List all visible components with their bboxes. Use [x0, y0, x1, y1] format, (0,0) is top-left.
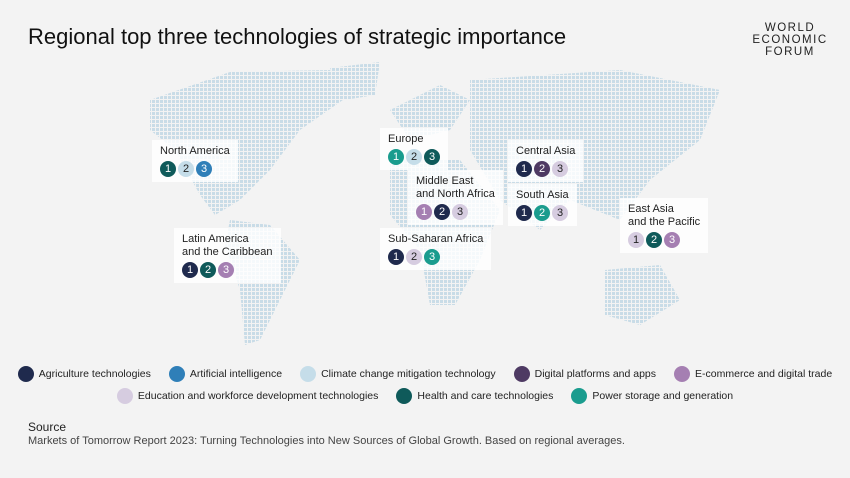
rank-badge: 1 [516, 205, 532, 221]
source-text: Markets of Tomorrow Report 2023: Turning… [28, 435, 625, 447]
rank-badge: 2 [178, 161, 194, 177]
title: Regional top three technologies of strat… [28, 24, 567, 49]
legend-label: Artificial intelligence [189, 368, 283, 380]
region-label: Middle East [416, 175, 474, 187]
region-label: and the Pacific [628, 216, 701, 228]
region-box: Europe 1 2 3 [380, 128, 448, 170]
legend-item: Education and workforce development tech… [116, 388, 379, 404]
rank-badge: 2 [534, 161, 550, 177]
legend-swatch [674, 366, 691, 382]
legend-swatch [396, 388, 413, 404]
legend-swatch [17, 366, 34, 382]
region-label: and the Caribbean [182, 246, 273, 258]
region-label: Europe [388, 133, 424, 145]
legend-label: Power storage and generation [592, 390, 734, 402]
rank-badge: 3 [552, 161, 568, 177]
legend-item: Agriculture technologies [17, 366, 151, 382]
legend-swatch [168, 366, 185, 382]
rank-badge: 1 [160, 161, 176, 177]
region-box: Sub-Saharan Africa 1 2 3 [380, 228, 492, 270]
logo-line: FORUM [765, 46, 815, 58]
legend-swatch [116, 388, 133, 404]
region-label: Latin America [182, 233, 249, 245]
logo-line: WORLD [764, 22, 816, 34]
legend-label: Agriculture technologies [38, 368, 151, 380]
rank-badge: 1 [388, 149, 404, 165]
legend-item: Health and care technologies [396, 388, 553, 404]
region-label: South Asia [516, 189, 569, 201]
region-box: Latin America and the Caribbean 1 2 3 [174, 228, 281, 283]
rank-badge: 2 [406, 249, 422, 265]
region-label: Central Asia [516, 145, 576, 157]
region-box: Central Asia 1 2 3 [508, 140, 584, 182]
legend-item: Digital platforms and apps [513, 366, 657, 382]
legend-item: Artificial intelligence [168, 366, 283, 382]
region-box: North America 1 2 3 [152, 140, 238, 182]
region-label: and North Africa [416, 188, 495, 200]
region-box: Middle East and North Africa 1 2 3 [408, 170, 503, 225]
source-heading: Source [28, 420, 67, 434]
region-box: South Asia 1 2 3 [508, 184, 577, 226]
rank-badge: 2 [534, 205, 550, 221]
rank-badge: 3 [552, 205, 568, 221]
legend-label: Digital platforms and apps [534, 368, 657, 380]
legend-item: Power storage and generation [571, 388, 733, 404]
rank-badge: 1 [388, 249, 404, 265]
region-box: East Asia and the Pacific 1 2 3 [620, 198, 709, 253]
region-label: Sub-Saharan Africa [388, 233, 484, 245]
rank-badge: 2 [646, 232, 662, 248]
legend-label: Education and workforce development tech… [137, 390, 379, 402]
rank-badge: 2 [406, 149, 422, 165]
legend-row: Education and workforce development tech… [0, 388, 850, 404]
rank-badge: 3 [664, 232, 680, 248]
legend-swatch [513, 366, 530, 382]
legend-row: Agriculture technologies Artificial intel… [0, 366, 850, 382]
rank-badge: 1 [628, 232, 644, 248]
legend-item: E-commerce and digital trade [674, 366, 832, 382]
rank-badge: 2 [434, 204, 450, 220]
logo: WORLD ECONOMIC FORUM [742, 22, 838, 58]
legend-swatch [300, 366, 317, 382]
legend-label: E-commerce and digital trade [695, 368, 833, 380]
rank-badge: 3 [196, 161, 212, 177]
rank-badge: 3 [218, 262, 234, 278]
legend-label: Health and care technologies [417, 390, 554, 402]
rank-badge: 3 [452, 204, 468, 220]
logo-line: ECONOMIC [752, 34, 828, 46]
rank-badge: 1 [416, 204, 432, 220]
rank-badge: 2 [200, 262, 216, 278]
region-label: North America [160, 145, 230, 157]
rank-badge: 3 [424, 249, 440, 265]
rank-badge: 1 [516, 161, 532, 177]
legend-label: Climate change mitigation technology [321, 368, 496, 380]
rank-badge: 3 [424, 149, 440, 165]
rank-badge: 1 [182, 262, 198, 278]
legend-swatch [571, 388, 588, 404]
legend-item: Climate change mitigation technology [300, 366, 496, 382]
region-label: East Asia [628, 203, 674, 215]
